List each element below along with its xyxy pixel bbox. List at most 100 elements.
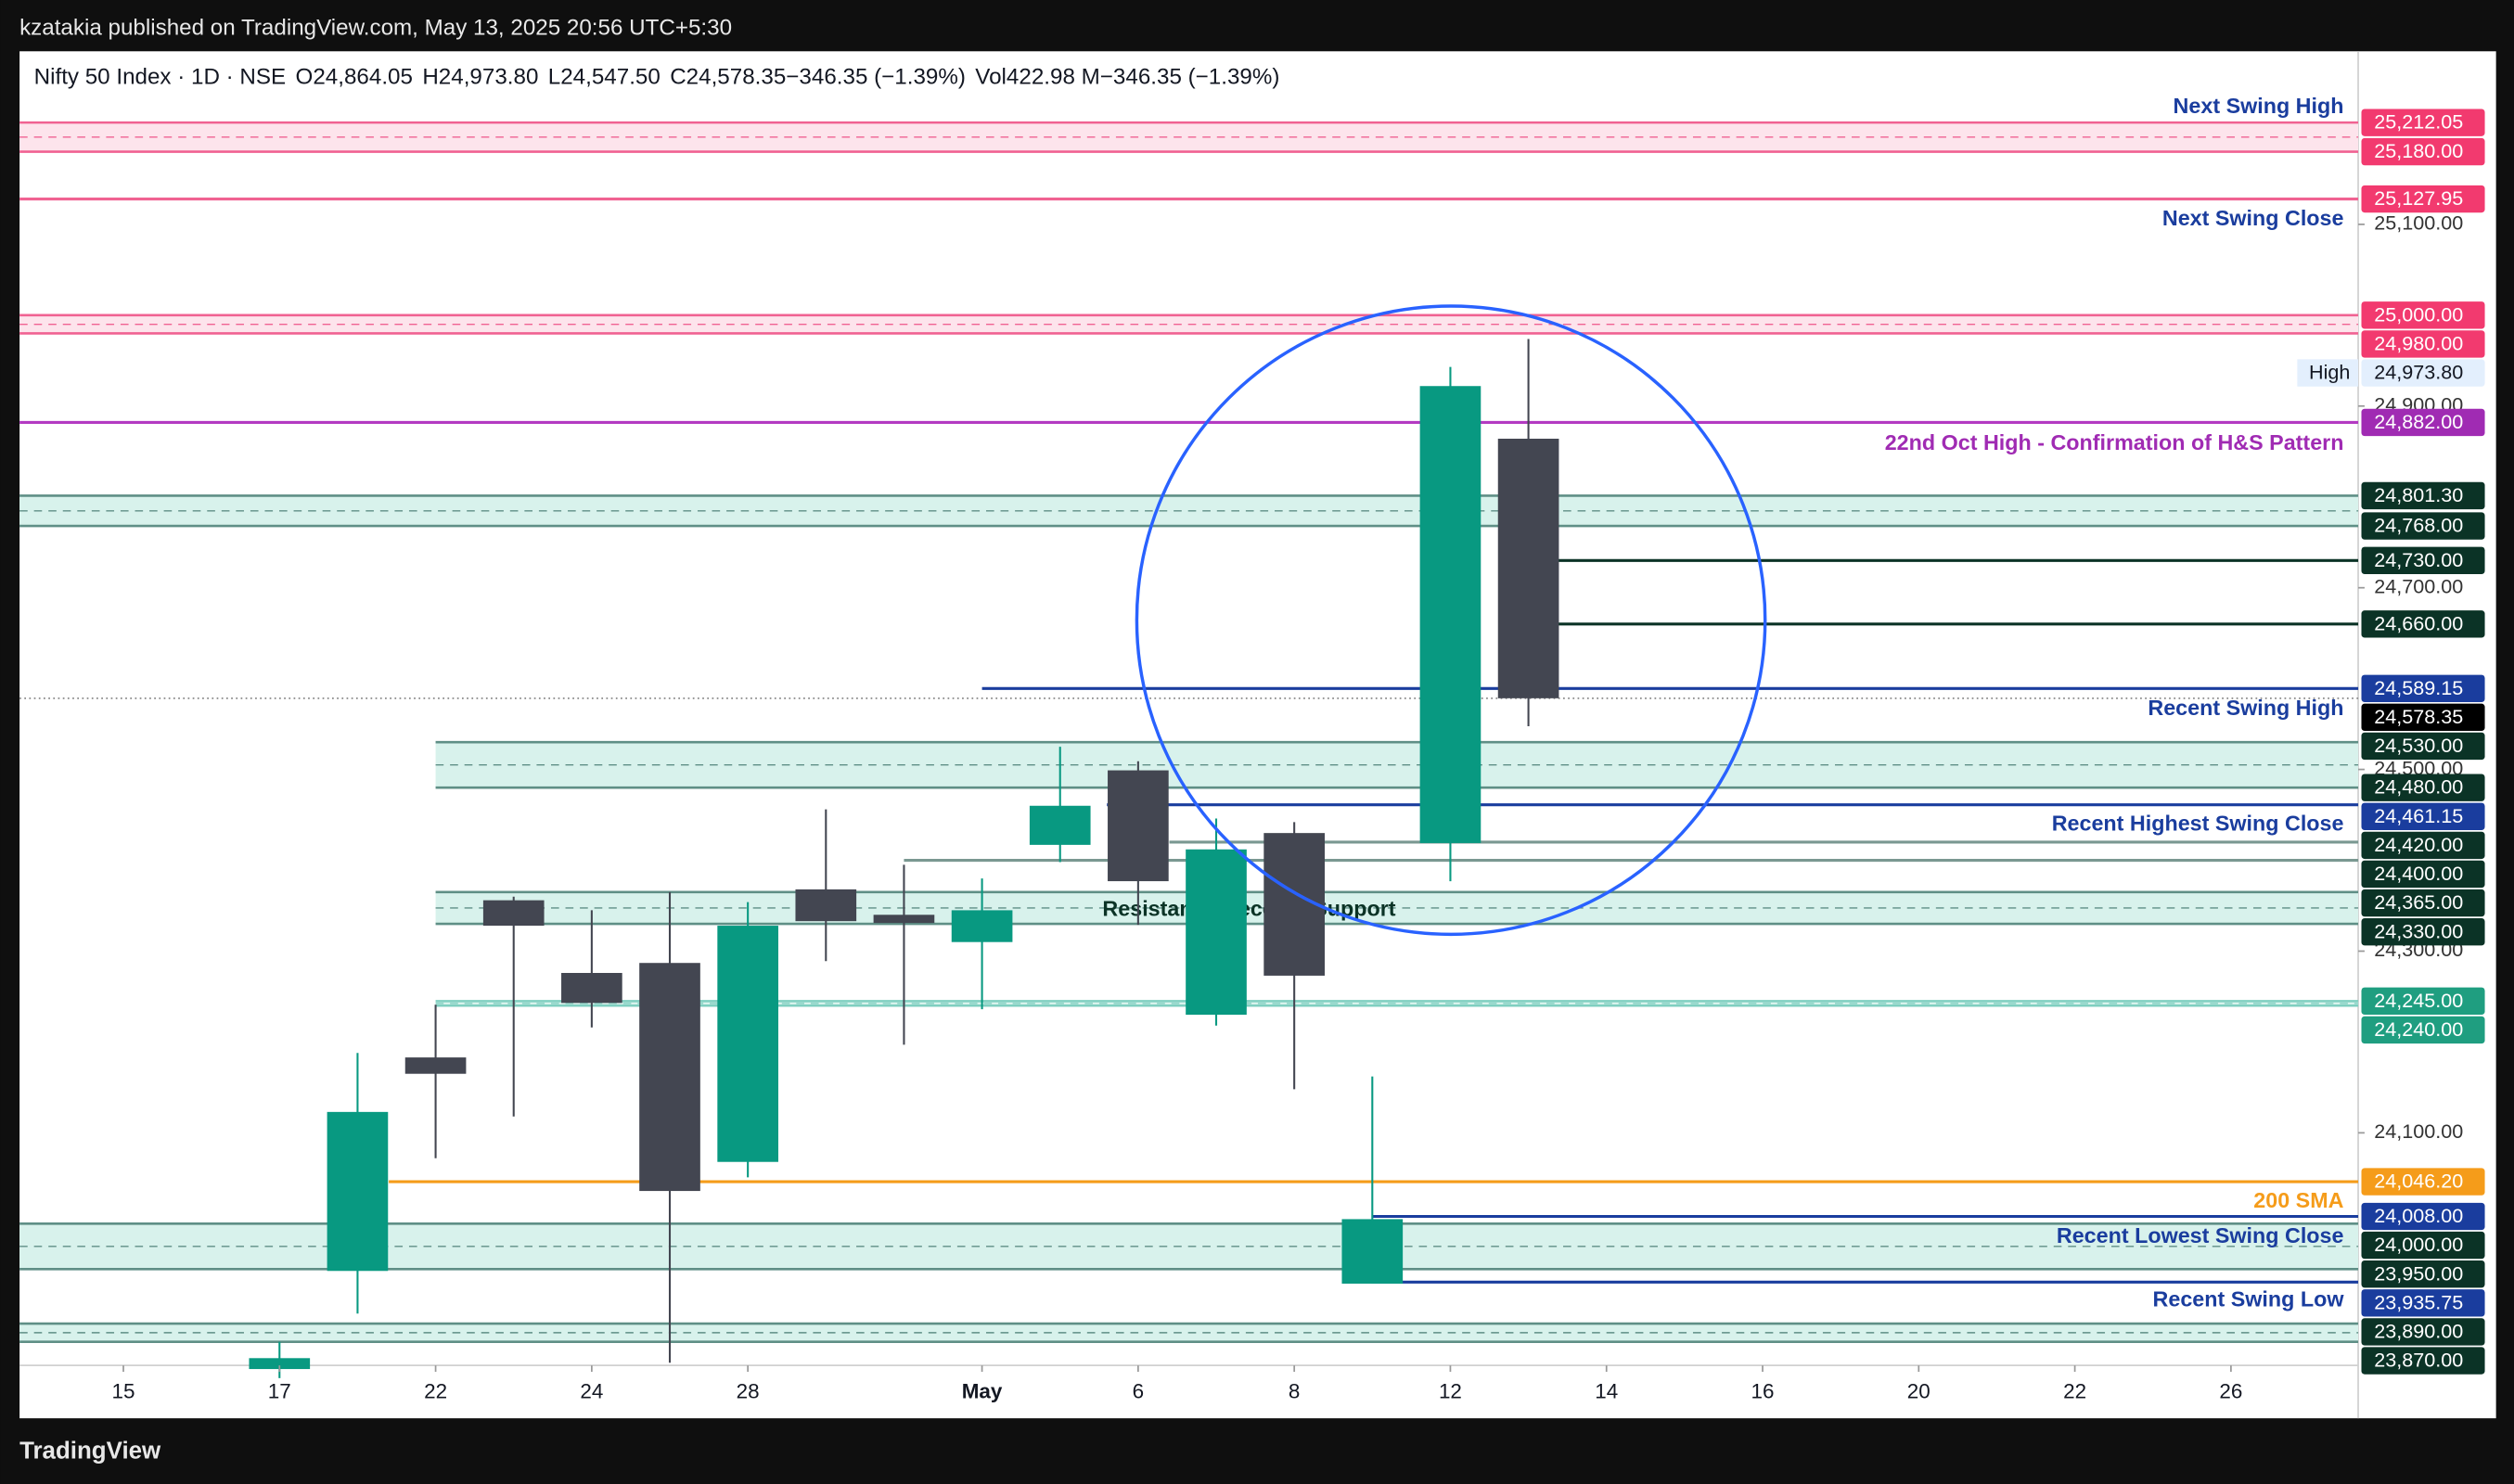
y-tick-label: 24,700.00 [2374,574,2463,597]
legend-value: −346.35 (−1.39%) [786,65,966,90]
price-badge [2361,330,2485,358]
x-tick-label: 22 [2063,1379,2086,1402]
annotation: 22nd Oct High - Confirmation of H&S Patt… [1885,430,2344,454]
price-badge-label: 24,882.00 [2374,410,2463,433]
price-badge [2361,610,2485,638]
price-badge [2361,860,2485,889]
price-badge [2361,917,2485,946]
high-tag-label: High [2309,361,2350,384]
x-tick-label: 8 [1289,1379,1301,1402]
price-badge [2361,408,2485,437]
price-badge [2361,674,2485,702]
price-badge-label: 24,330.00 [2374,919,2463,942]
legend-value: 24,973.80 [439,65,539,90]
legend-value: 24,547.50 [560,65,661,90]
price-badge [2361,1347,2485,1375]
highlight-circle [1135,304,1767,937]
candle-body [249,1358,311,1370]
price-badge [2361,732,2485,761]
price-badge [2361,1318,2485,1346]
price-badge-label: 24,046.20 [2374,1170,2463,1193]
candle-body [1186,849,1247,1016]
price-badge-label: 24,768.00 [2374,514,2463,537]
legend-key: C [670,65,686,90]
price-badge [2361,109,2485,136]
price-badge [2361,1260,2485,1288]
legend-value: −346.35 (−1.39%) [1100,65,1280,90]
price-badge [2361,359,2485,387]
price-badge-label: 24,660.00 [2374,611,2463,634]
y-tick-label: 25,100.00 [2374,211,2463,235]
price-badge [2361,301,2485,329]
price-badge-label: 24,801.30 [2374,483,2463,506]
annotation: Recent Lowest Swing Close [2057,1223,2344,1247]
price-badge [2361,185,2485,213]
x-tick-label: May [962,1379,1003,1402]
price-badge [2361,703,2485,732]
legend-key: O [296,65,314,90]
legend-key: L [548,65,560,90]
brand: TradingView [19,1438,161,1464]
y-tick-label: 24,100.00 [2374,1119,2463,1143]
price-badge [2361,889,2485,917]
price-badge-label: 25,000.00 [2374,302,2463,326]
price-badge-label: 24,730.00 [2374,548,2463,571]
publisher: kzatakia published on TradingView.com, M… [19,15,732,40]
price-badge [2361,1016,2485,1044]
price-badge-label: 24,589.15 [2374,676,2463,699]
annotation: Next Swing High [2174,94,2344,118]
price-badge [2361,1231,2485,1260]
price-badge-label: 24,480.00 [2374,775,2463,799]
candle-body [1419,386,1481,843]
candle-body [795,889,857,922]
candle-body [951,910,1013,942]
plot-layer: Next Swing High Next Swing Close 22nd Oct … [249,94,2344,1378]
annotation: Recent Swing Low [2153,1287,2345,1311]
annotation: 200 SMA [2253,1188,2343,1212]
price-badge-label: 23,950.00 [2374,1261,2463,1285]
price-badge [2361,546,2485,574]
zone-fill [435,1001,2359,1006]
price-badge-label: 24,245.00 [2374,989,2463,1012]
annotation: Next Swing Close [2162,206,2344,230]
price-badge [2361,1168,2485,1196]
candle-body [1108,770,1169,882]
symbol: Nifty 50 Index · 1D · NSE [34,65,287,90]
x-tick-label: 12 [1439,1379,1462,1402]
price-badge [2361,774,2485,801]
candle-body [1029,805,1091,845]
candle-body [327,1111,389,1272]
chart-area [19,51,2496,1419]
legend-key: H [422,65,438,90]
x-tick-label: 22 [424,1379,447,1402]
price-badge [2361,831,2485,860]
price-badge [2361,1202,2485,1231]
legend: Nifty 50 Index · 1D · NSE O24,864.05 H24,9… [34,65,1280,90]
high-tag [2297,359,2359,387]
price-badge-label: 24,365.00 [2374,890,2463,914]
price-badge-label: 25,180.00 [2374,139,2463,162]
x-tick-label: 16 [1751,1379,1775,1402]
axis-layer: 25,100.0024,900.0024,700.0024,500.0024,3… [112,109,2485,1402]
x-tick-label: 28 [737,1379,760,1402]
candle-body [482,900,545,927]
price-badge-label: 23,935.75 [2374,1290,2463,1313]
candle-body [561,972,622,1004]
candle-body [404,1057,467,1074]
x-tick-label: 26 [2219,1379,2242,1402]
annotation: Recent Highest Swing Close [2052,811,2344,835]
price-badge [2361,1289,2485,1317]
price-badge-label: 24,461.15 [2374,804,2463,827]
price-badge-label: 24,578.35 [2374,705,2463,728]
price-badge-label: 24,980.00 [2374,332,2463,355]
legend-value: 422.98 M [1007,65,1100,90]
price-badge-label: 24,000.00 [2374,1233,2463,1256]
price-badge [2361,512,2485,540]
x-tick-label: 24 [580,1379,603,1402]
price-badge [2361,802,2485,830]
price-badge-label: 24,973.80 [2374,361,2463,384]
price-badge-label: 24,008.00 [2374,1204,2463,1227]
candle-body [1497,438,1559,698]
